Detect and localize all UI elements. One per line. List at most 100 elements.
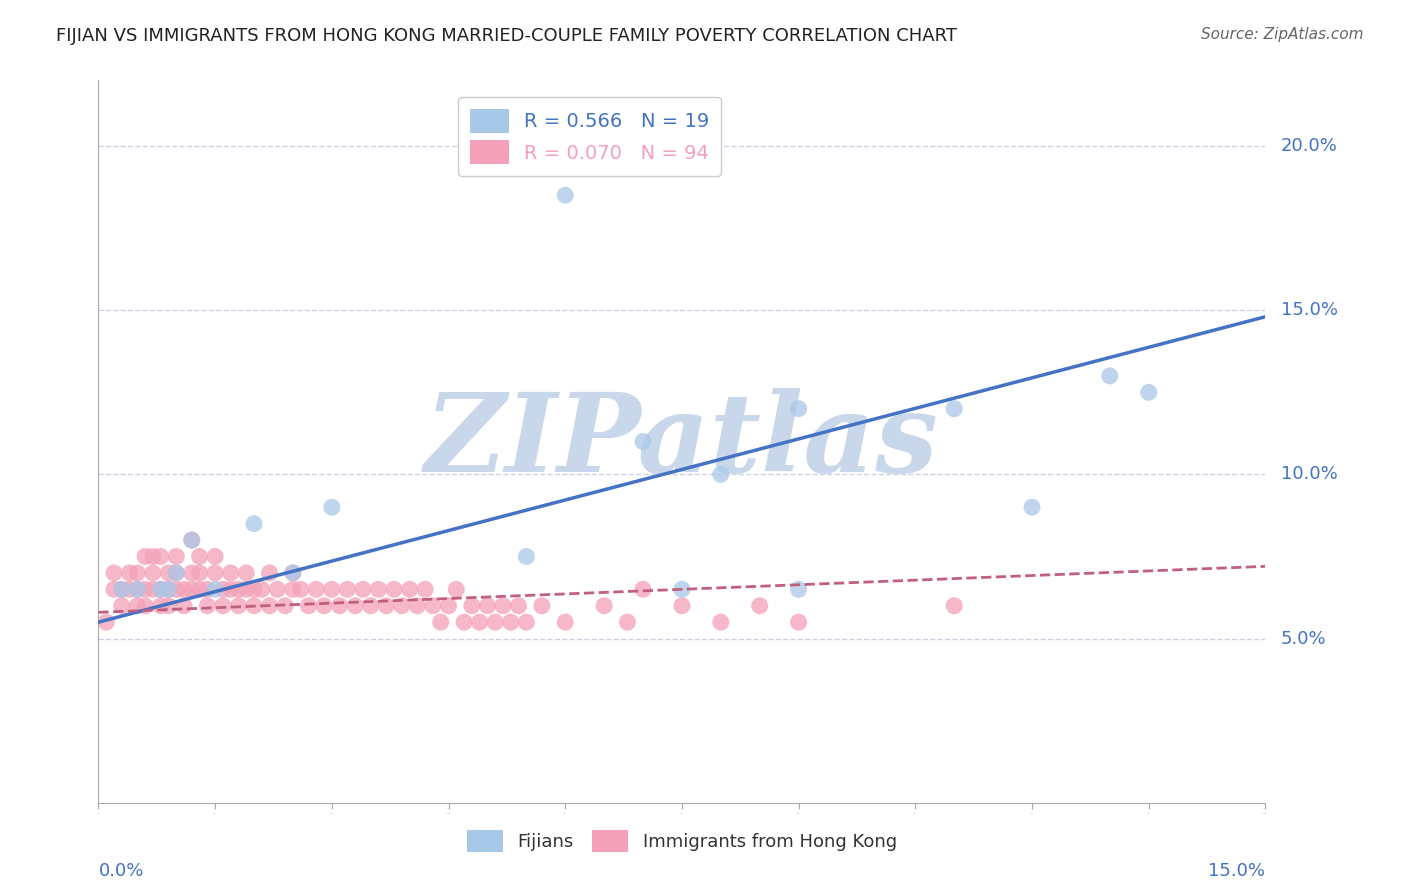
Point — [554, 188, 576, 202]
Text: 15.0%: 15.0% — [1281, 301, 1339, 319]
Point — [290, 582, 312, 597]
Point — [111, 599, 134, 613]
Point — [173, 599, 195, 613]
Point — [484, 615, 506, 630]
Point — [157, 582, 180, 597]
Point — [336, 582, 359, 597]
Point — [204, 582, 226, 597]
Point — [103, 582, 125, 597]
Point — [281, 566, 304, 580]
Point — [297, 599, 319, 613]
Point — [204, 549, 226, 564]
Point — [180, 582, 202, 597]
Point — [1137, 385, 1160, 400]
Point — [127, 582, 149, 597]
Point — [235, 566, 257, 580]
Point — [352, 582, 374, 597]
Point — [461, 599, 484, 613]
Point — [344, 599, 367, 613]
Point — [165, 566, 187, 580]
Point — [710, 467, 733, 482]
Point — [1021, 500, 1043, 515]
Point — [329, 599, 352, 613]
Point — [631, 434, 654, 449]
Point — [422, 599, 444, 613]
Point — [134, 582, 156, 597]
Point — [219, 582, 242, 597]
Point — [787, 615, 810, 630]
Point — [250, 582, 273, 597]
Text: Source: ZipAtlas.com: Source: ZipAtlas.com — [1201, 27, 1364, 42]
Point — [235, 582, 257, 597]
Point — [188, 549, 211, 564]
Point — [492, 599, 515, 613]
Point — [453, 615, 475, 630]
Point — [180, 533, 202, 547]
Point — [515, 615, 537, 630]
Point — [180, 533, 202, 547]
Point — [243, 516, 266, 531]
Point — [149, 582, 172, 597]
Point — [671, 582, 693, 597]
Point — [468, 615, 491, 630]
Point — [259, 566, 281, 580]
Point — [204, 566, 226, 580]
Point — [281, 566, 304, 580]
Point — [219, 566, 242, 580]
Point — [157, 566, 180, 580]
Point — [149, 599, 172, 613]
Point — [195, 582, 218, 597]
Point — [103, 566, 125, 580]
Legend: Fijians, Immigrants from Hong Kong: Fijians, Immigrants from Hong Kong — [460, 822, 904, 859]
Point — [142, 549, 165, 564]
Point — [710, 615, 733, 630]
Point — [274, 599, 297, 613]
Point — [406, 599, 429, 613]
Text: 10.0%: 10.0% — [1281, 466, 1337, 483]
Point — [157, 599, 180, 613]
Point — [748, 599, 770, 613]
Text: 5.0%: 5.0% — [1281, 630, 1327, 648]
Point — [499, 615, 522, 630]
Point — [437, 599, 460, 613]
Point — [118, 566, 141, 580]
Point — [127, 599, 149, 613]
Text: 20.0%: 20.0% — [1281, 137, 1339, 155]
Text: FIJIAN VS IMMIGRANTS FROM HONG KONG MARRIED-COUPLE FAMILY POVERTY CORRELATION CH: FIJIAN VS IMMIGRANTS FROM HONG KONG MARR… — [56, 27, 957, 45]
Point — [259, 599, 281, 613]
Point — [111, 582, 134, 597]
Point — [142, 566, 165, 580]
Point — [111, 582, 134, 597]
Point — [398, 582, 420, 597]
Text: 15.0%: 15.0% — [1208, 862, 1265, 880]
Point — [195, 599, 218, 613]
Point — [508, 599, 530, 613]
Point — [243, 599, 266, 613]
Point — [477, 599, 499, 613]
Point — [787, 401, 810, 416]
Point — [228, 582, 250, 597]
Point — [165, 566, 187, 580]
Point — [367, 582, 389, 597]
Point — [165, 549, 187, 564]
Point — [530, 599, 553, 613]
Point — [554, 615, 576, 630]
Point — [281, 582, 304, 597]
Point — [127, 582, 149, 597]
Point — [616, 615, 638, 630]
Text: 0.0%: 0.0% — [98, 862, 143, 880]
Point — [382, 582, 405, 597]
Point — [312, 599, 335, 613]
Point — [134, 549, 156, 564]
Point — [142, 582, 165, 597]
Point — [180, 566, 202, 580]
Point — [118, 582, 141, 597]
Point — [243, 582, 266, 597]
Point — [305, 582, 328, 597]
Text: ZIPatlas: ZIPatlas — [425, 388, 939, 495]
Point — [515, 549, 537, 564]
Point — [173, 582, 195, 597]
Point — [321, 582, 343, 597]
Point — [446, 582, 468, 597]
Point — [375, 599, 398, 613]
